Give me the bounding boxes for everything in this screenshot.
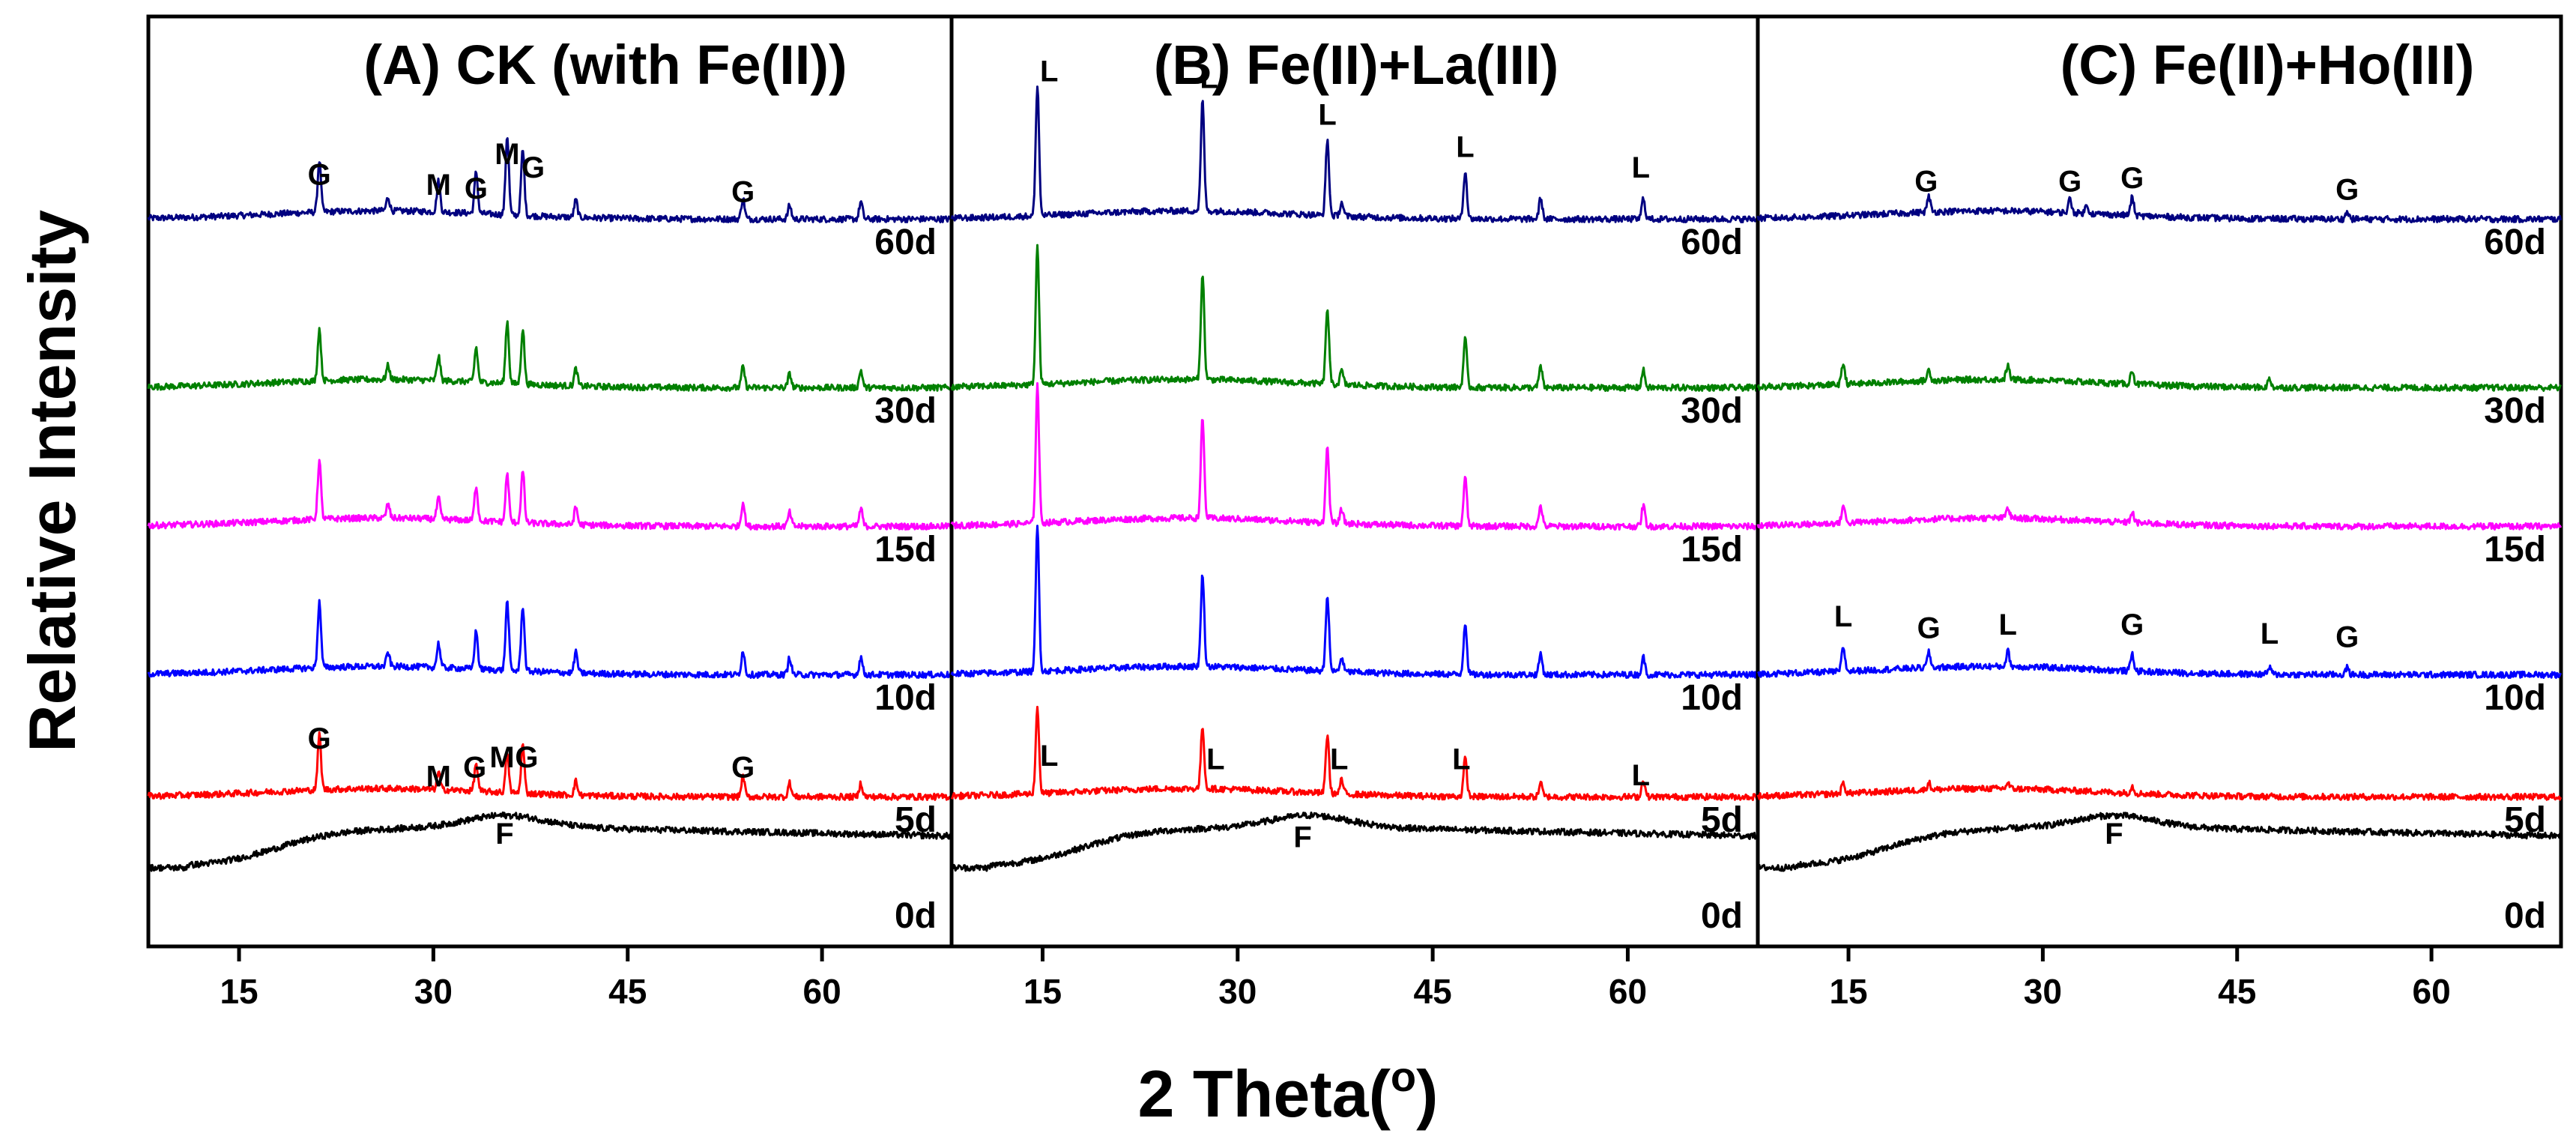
x-tick-label-1-2: 45 <box>1414 972 1452 1011</box>
peak-annotation-0-8: G <box>463 752 486 785</box>
peak-annotation-1-8: L <box>1452 743 1470 776</box>
curve-label-2-30d: 30d <box>2484 391 2546 431</box>
xrd-curve-0-0d <box>147 811 952 872</box>
peak-annotation-2-7: G <box>2120 608 2144 641</box>
xrd-curve-2-60d <box>1756 193 2563 223</box>
xrd-curve-2-15d <box>1756 504 2563 531</box>
peak-annotation-2-9: G <box>2335 621 2359 654</box>
peak-annotation-1-3: L <box>1456 131 1474 164</box>
peak-annotation-1-7: L <box>1330 743 1348 776</box>
x-axis-label-close: ) <box>1416 1057 1438 1131</box>
x-tick-label-0-3: 60 <box>803 972 841 1011</box>
y-axis-label: Relative Intensity <box>15 210 89 752</box>
panel-title-1: (B) Fe(II)+La(III) <box>1154 34 1559 96</box>
peak-annotation-0-11: G <box>731 752 755 785</box>
peak-annotation-2-1: G <box>2058 166 2081 199</box>
x-tick-label-0-0: 15 <box>220 972 258 1011</box>
curve-label-0-60d: 60d <box>874 223 937 262</box>
xrd-curve-0-30d <box>147 320 953 392</box>
xrd-curve-1-5d <box>950 705 1759 801</box>
x-tick-label-1-1: 30 <box>1218 972 1257 1011</box>
x-axis-label-main: 2 Theta( <box>1138 1057 1391 1131</box>
peak-annotation-1-9: L <box>1632 759 1650 792</box>
peak-annotation-2-8: L <box>2261 617 2279 650</box>
peak-annotation-0-4: G <box>521 151 545 184</box>
curve-label-0-10d: 10d <box>874 678 937 718</box>
curve-label-2-15d: 15d <box>2484 530 2546 570</box>
peak-annotation-0-6: G <box>308 722 331 755</box>
xrd-curve-2-5d <box>1756 779 2563 801</box>
x-tick-label-2-1: 30 <box>2024 972 2062 1011</box>
curve-label-2-10d: 10d <box>2484 678 2546 718</box>
x-axis-label: 2 Theta(o) <box>1138 1053 1439 1131</box>
xrd-curve-1-30d <box>950 244 1759 392</box>
x-tick-label-1-3: 60 <box>1609 972 1647 1011</box>
peak-annotation-0-12: F <box>495 818 513 851</box>
x-tick-label-1-0: 15 <box>1024 972 1062 1011</box>
peak-annotation-1-10: F <box>1293 821 1311 854</box>
peak-annotation-1-0: L <box>1040 55 1058 88</box>
panel-title-0: (A) CK (with Fe(II)) <box>363 34 847 96</box>
xrd-curve-2-0d <box>1756 812 2563 872</box>
curve-label-0-0d: 0d <box>895 896 937 936</box>
curve-label-1-15d: 15d <box>1681 530 1743 570</box>
x-tick-label-0-2: 45 <box>608 972 647 1011</box>
peak-annotation-0-7: M <box>426 761 451 794</box>
panel-frame-0 <box>146 14 954 949</box>
peak-annotation-1-1: L <box>1200 62 1218 95</box>
peak-annotation-2-10: F <box>2105 818 2123 851</box>
xrd-curve-1-0d <box>950 812 1759 872</box>
curve-label-2-0d: 0d <box>2504 896 2546 936</box>
peak-annotation-2-2: G <box>2120 162 2144 195</box>
peak-annotation-0-0: G <box>308 158 331 191</box>
xrd-curve-0-10d <box>147 599 953 679</box>
xrd-curve-0-15d <box>147 459 953 531</box>
curve-label-0-30d: 30d <box>874 391 937 431</box>
curve-label-1-60d: 60d <box>1681 223 1743 262</box>
peak-annotation-2-5: G <box>1917 612 1941 645</box>
x-tick-label-2-0: 15 <box>1829 972 1867 1011</box>
peak-annotation-0-5: G <box>731 175 755 208</box>
xrd-curve-1-60d <box>950 85 1759 223</box>
curve-label-0-15d: 15d <box>874 530 937 570</box>
xrd-curve-1-15d <box>950 382 1759 531</box>
x-axis-label-superscript: o <box>1391 1053 1416 1100</box>
peak-annotation-2-3: G <box>2335 174 2359 207</box>
peak-annotation-0-2: G <box>465 172 488 205</box>
peak-annotation-0-1: M <box>426 169 451 202</box>
peak-annotation-1-2: L <box>1318 98 1336 131</box>
xrd-curve-2-10d <box>1756 647 2563 679</box>
peak-annotation-1-6: L <box>1206 743 1224 776</box>
peak-annotation-2-6: L <box>1998 608 2016 641</box>
xrd-curve-2-30d <box>1756 362 2563 392</box>
panel-title-2: (C) Fe(II)+Ho(III) <box>2061 34 2475 96</box>
xrd-curve-0-60d <box>147 137 953 223</box>
x-tick-label-0-1: 30 <box>414 972 453 1011</box>
curve-label-1-0d: 0d <box>1701 896 1743 936</box>
x-tick-label-2-3: 60 <box>2413 972 2451 1011</box>
curve-label-1-30d: 30d <box>1681 391 1743 431</box>
xrd-curve-0-5d <box>147 731 952 801</box>
peak-annotation-0-9: M <box>489 741 514 774</box>
panel-frame-2 <box>1756 14 2563 949</box>
peak-annotation-1-5: L <box>1040 740 1058 773</box>
curve-label-2-60d: 60d <box>2484 223 2546 262</box>
peak-annotation-2-0: G <box>1914 166 1938 199</box>
peak-annotation-0-3: M <box>495 138 519 171</box>
peak-annotation-1-4: L <box>1632 151 1650 184</box>
peak-annotation-2-4: L <box>1834 600 1852 633</box>
xrd-curve-1-10d <box>950 525 1759 679</box>
x-tick-label-2-2: 45 <box>2218 972 2256 1011</box>
peak-annotation-0-10: G <box>515 741 538 774</box>
curve-label-1-10d: 10d <box>1681 678 1743 718</box>
